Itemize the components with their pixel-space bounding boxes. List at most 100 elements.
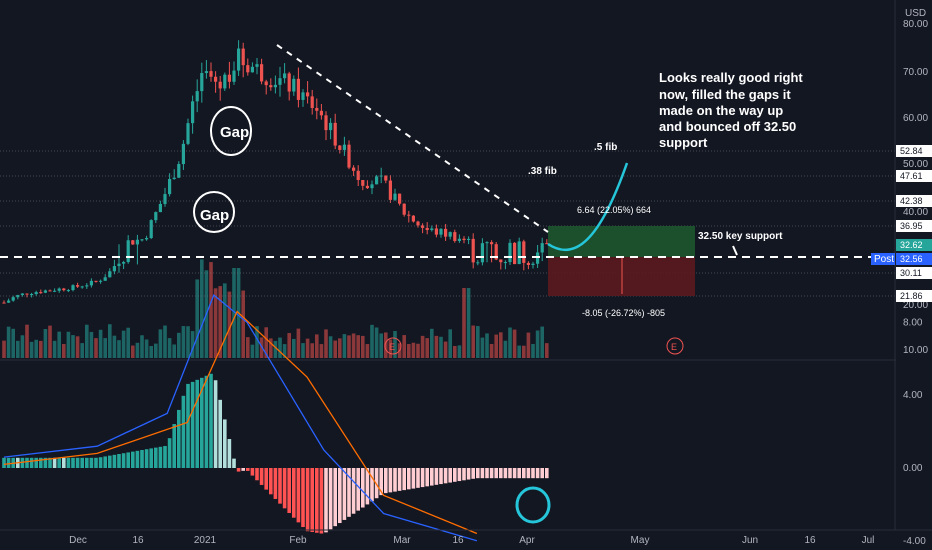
- gap-circle-2: [193, 191, 235, 233]
- volume-bar: [121, 330, 126, 358]
- candle-body: [490, 242, 494, 245]
- earnings-marker-1[interactable]: E: [384, 337, 402, 355]
- candle-body: [57, 288, 61, 291]
- macd-hist-bar: [117, 454, 121, 468]
- candle-body: [508, 242, 512, 263]
- macd-hist-bar: [416, 468, 420, 488]
- price-tick-3: 50.00: [903, 159, 928, 170]
- macd-hist-bar: [6, 457, 11, 468]
- price-axis: 80.00 70.00 60.00 50.00 40.00 20.00 10.00: [903, 19, 928, 356]
- macd-hist-bar: [131, 451, 135, 468]
- macd-hist-bar: [89, 457, 94, 468]
- macd-tick-2: 0.00: [903, 463, 923, 474]
- volume-bar: [108, 324, 112, 358]
- macd-hist-bar: [66, 457, 71, 468]
- volume-bar: [48, 325, 52, 358]
- volume-bar: [384, 332, 388, 358]
- position-tool[interactable]: [548, 226, 695, 296]
- macd-hist-bar: [407, 468, 411, 490]
- volume-bar: [512, 329, 517, 358]
- macd-hist-bar: [333, 468, 337, 527]
- volume-bar: [361, 335, 365, 358]
- time-tick-8: Jun: [742, 535, 758, 546]
- macd-hist-bar: [531, 468, 535, 479]
- candle-body: [306, 92, 310, 97]
- candle-body: [62, 288, 66, 291]
- candle-body: [480, 243, 484, 263]
- candle-body: [255, 64, 259, 67]
- volume-bar: [232, 268, 236, 358]
- candle-body: [30, 294, 34, 296]
- volume-bar: [425, 338, 429, 358]
- macd-hist-bar: [443, 468, 448, 484]
- support-arrow: [732, 245, 738, 256]
- macd-hist-bar: [315, 468, 319, 533]
- candle-body: [494, 244, 498, 260]
- candle-body: [407, 214, 411, 216]
- candle-body: [227, 74, 231, 82]
- time-tick-9: 16: [804, 535, 816, 546]
- candle-body: [39, 292, 43, 294]
- candle-body: [292, 78, 296, 92]
- macd-hist-bar: [448, 468, 452, 483]
- macd-hist-bar: [301, 468, 305, 528]
- volume-bar: [411, 342, 416, 358]
- macd-hist-bar: [351, 468, 356, 514]
- macd-hist-bar: [177, 409, 181, 468]
- candle-body: [43, 290, 47, 293]
- time-tick-0: Dec: [69, 535, 87, 546]
- commentary-line-4: and bounced off 32.50: [659, 119, 796, 134]
- macd-hist-bar: [388, 468, 393, 493]
- gap-circle-1: [210, 106, 252, 156]
- candle-body: [163, 194, 167, 204]
- downtrend-line: [276, 44, 549, 233]
- price-level-label-7: 21.86: [900, 291, 923, 301]
- macd-hist-bar: [393, 468, 397, 492]
- volume-bar: [282, 344, 287, 358]
- macd-hist-bar: [522, 468, 526, 479]
- time-tick-2: 2021: [194, 535, 217, 546]
- candle-body: [204, 71, 208, 74]
- volume-bar: [292, 338, 296, 358]
- price-level-label-5: 32.56: [900, 254, 923, 264]
- volume-bar: [347, 335, 351, 358]
- candle-body: [499, 259, 503, 263]
- commentary-line-2: now, filled the gaps it: [659, 87, 791, 102]
- price-level-tag-4: [896, 239, 932, 251]
- volume-bar: [223, 283, 227, 358]
- macd-hist-bar: [342, 468, 347, 520]
- candle-body: [439, 228, 443, 235]
- price-tick-5: 20.00: [903, 300, 928, 311]
- candle-body: [421, 225, 425, 228]
- earnings-marker-2[interactable]: E: [666, 337, 684, 355]
- candle-body: [296, 78, 300, 100]
- candle-body: [393, 193, 397, 200]
- volume-bar: [241, 290, 245, 358]
- macd-hist-bar: [338, 468, 342, 524]
- volume-bar: [140, 335, 144, 358]
- volume-bar: [98, 329, 103, 358]
- candle-body: [140, 239, 144, 241]
- candle-body: [485, 242, 489, 244]
- signal-line: [3, 310, 478, 535]
- candle-body: [71, 285, 75, 291]
- volume-bar: [80, 343, 84, 358]
- candle-body: [283, 73, 287, 79]
- macd-hist-bar: [439, 468, 443, 485]
- macd-hist-bar: [462, 468, 466, 481]
- price-level-tags: 52.84 47.61 42.38 36.95 32.62 Post 32.56 30.11 2…: [871, 145, 932, 302]
- macd-hist-bar: [154, 447, 158, 468]
- volume-bar: [227, 291, 232, 358]
- volume-bar: [200, 259, 204, 358]
- volume-bar: [462, 288, 466, 358]
- volume-bar: [39, 340, 43, 358]
- volume-bar: [407, 344, 411, 358]
- volume-bar: [540, 326, 544, 358]
- candle-body: [448, 232, 452, 237]
- macd-hist-bar: [48, 457, 52, 468]
- macd-tick-0: 8.00: [903, 317, 923, 328]
- candle-body: [471, 238, 475, 263]
- volume-bar: [16, 340, 20, 358]
- macd-hist-bar: [218, 399, 222, 468]
